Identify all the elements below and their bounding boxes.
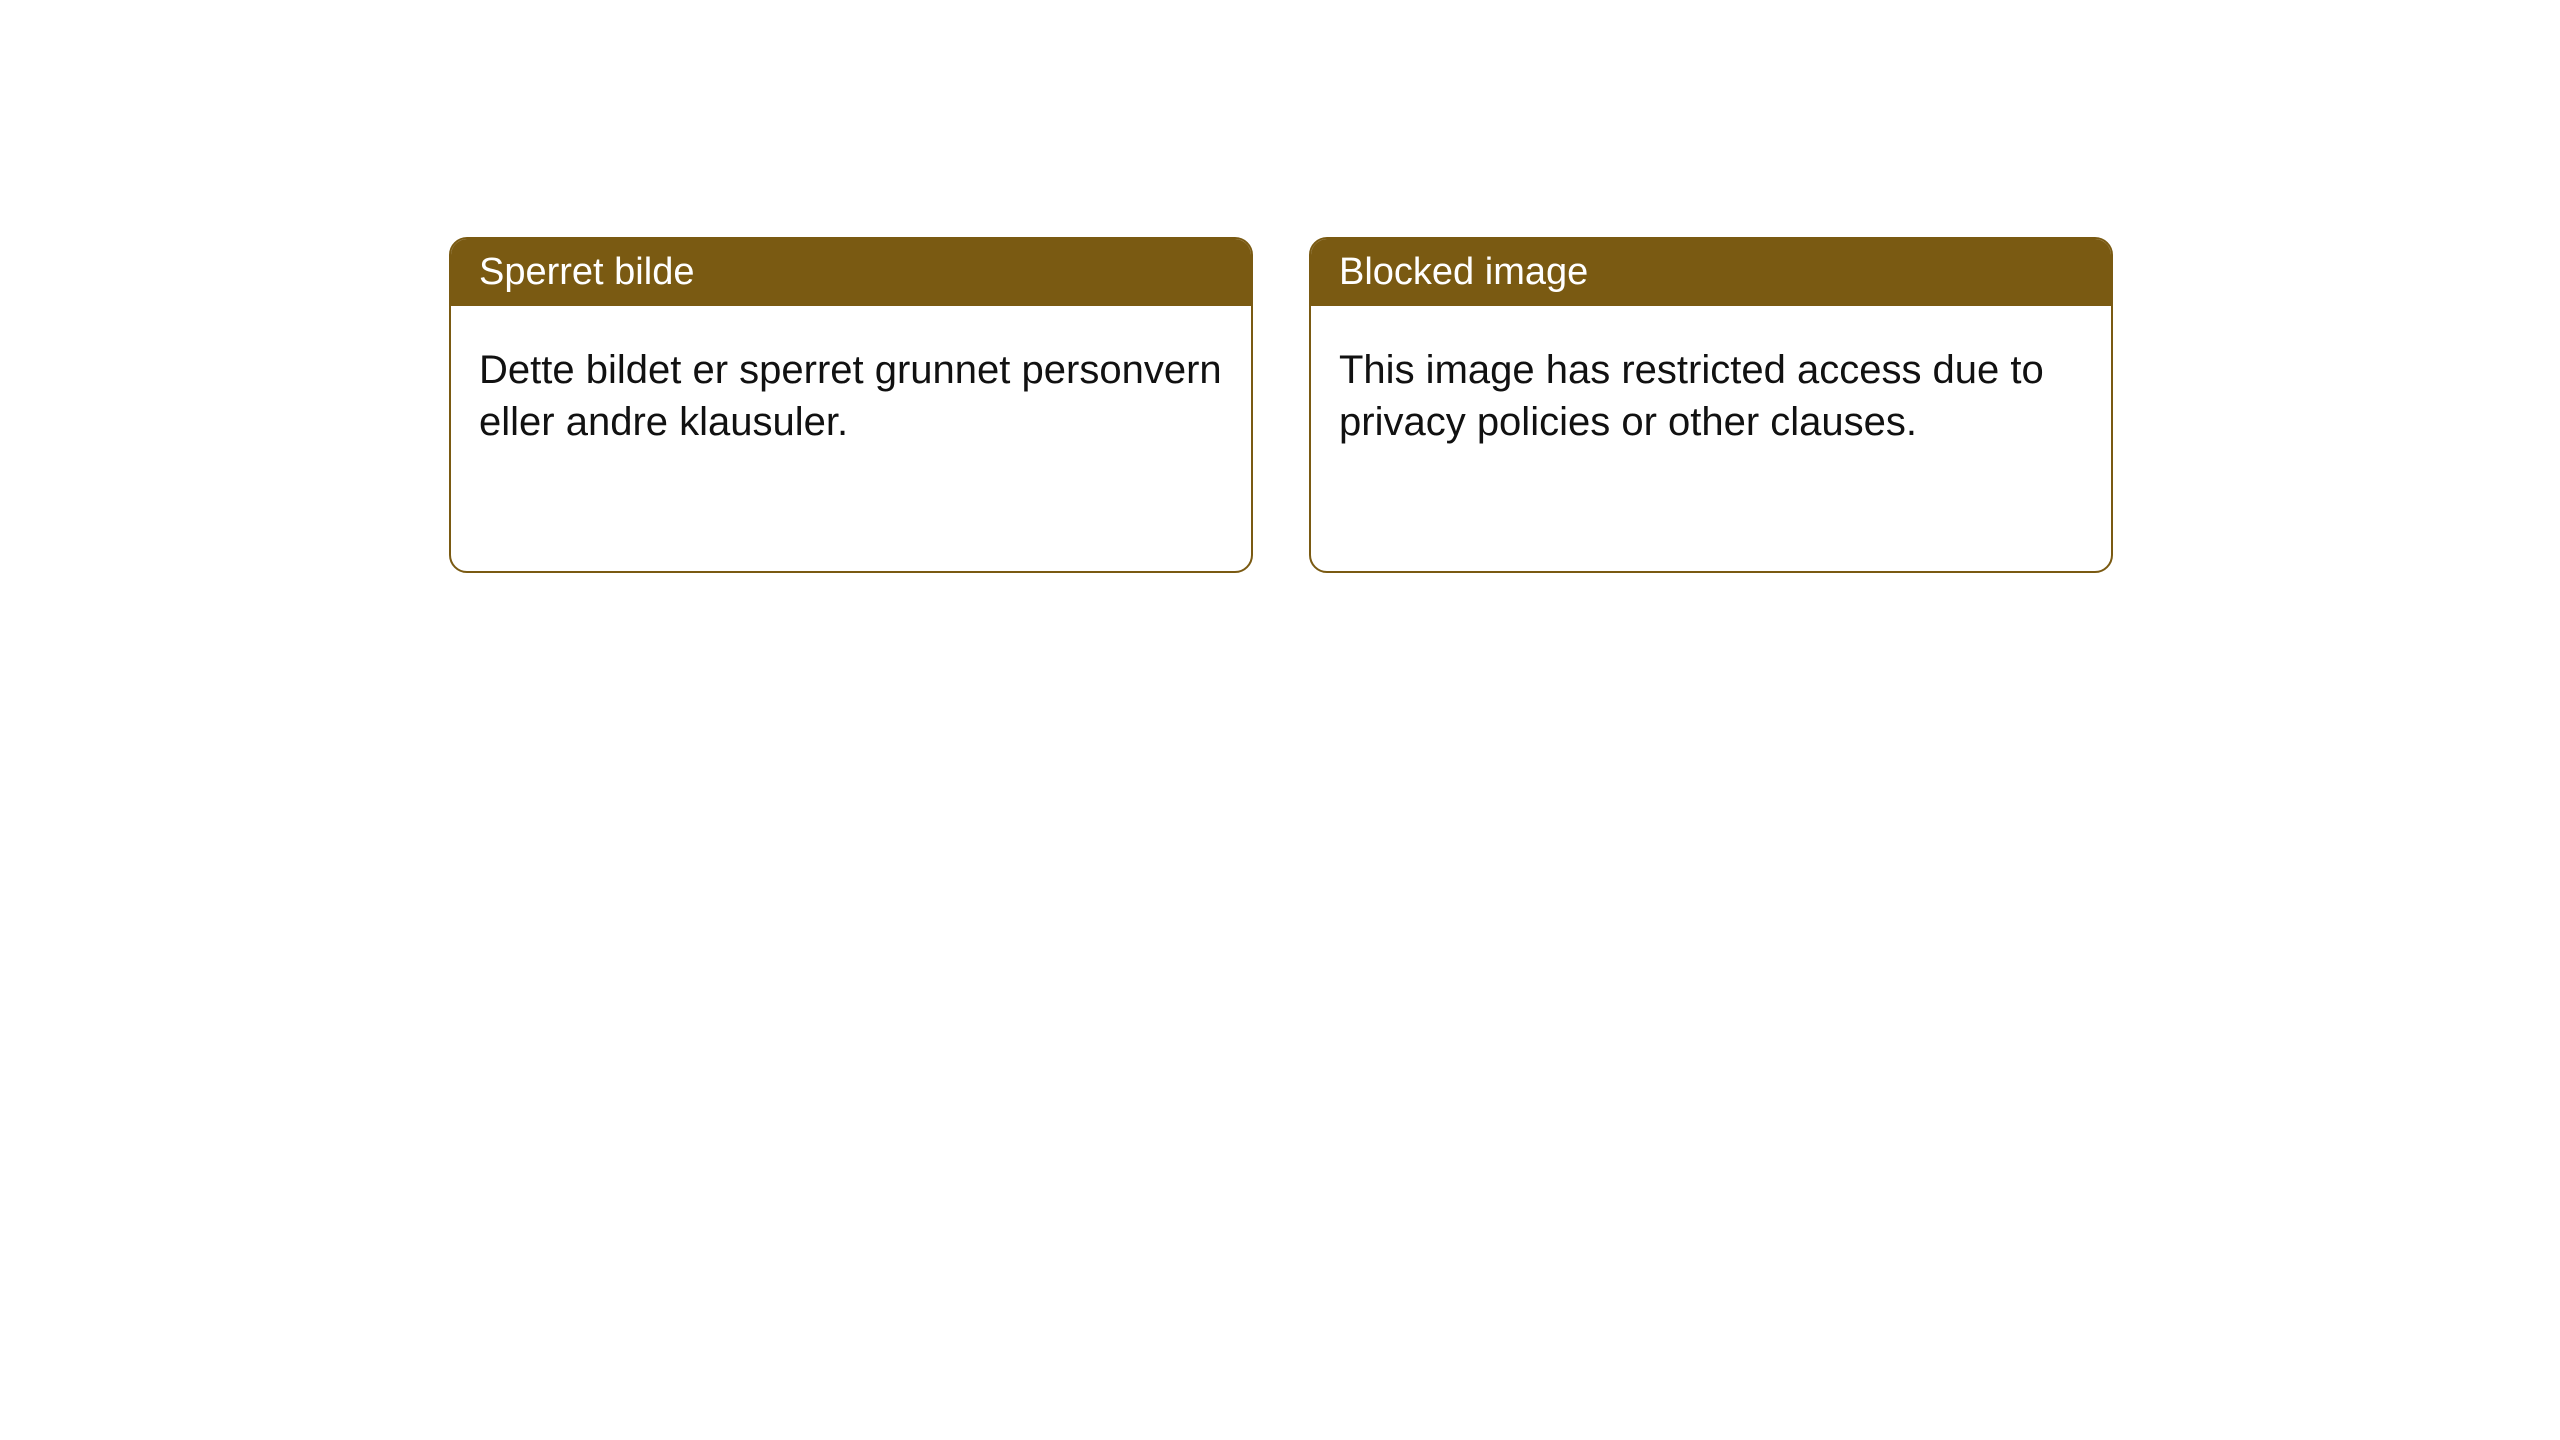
notice-cards-container: Sperret bilde Dette bildet er sperret gr…: [449, 237, 2113, 573]
card-body: Dette bildet er sperret grunnet personve…: [451, 306, 1251, 486]
card-body-text: Dette bildet er sperret grunnet personve…: [479, 348, 1222, 444]
notice-card-norwegian: Sperret bilde Dette bildet er sperret gr…: [449, 237, 1253, 573]
card-header-text: Blocked image: [1339, 251, 1588, 293]
card-header-text: Sperret bilde: [479, 251, 694, 293]
card-body: This image has restricted access due to …: [1311, 306, 2111, 486]
notice-card-english: Blocked image This image has restricted …: [1309, 237, 2113, 573]
card-header: Sperret bilde: [451, 239, 1251, 306]
card-header: Blocked image: [1311, 239, 2111, 306]
card-body-text: This image has restricted access due to …: [1339, 348, 2044, 444]
